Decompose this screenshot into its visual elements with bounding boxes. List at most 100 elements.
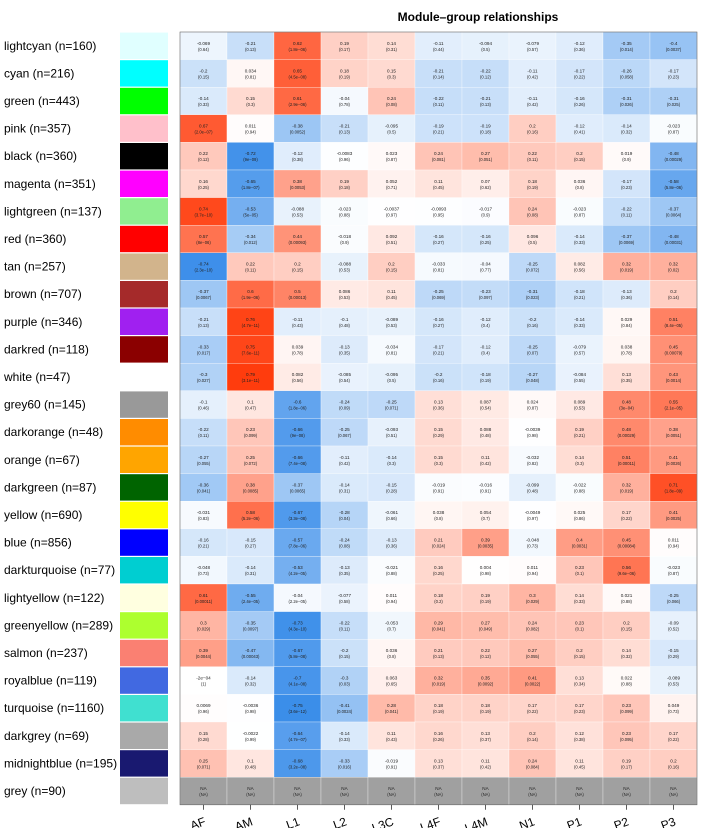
- cell-correlation-label: -0.11: [292, 317, 303, 322]
- cell-pvalue-label: (0.8): [434, 516, 443, 521]
- cell-correlation-label: -0.16: [574, 96, 585, 101]
- heatmap-cell: [320, 611, 369, 640]
- cell-pvalue-label: (0.0092): [478, 682, 494, 687]
- cell-correlation-label: 0.27: [481, 151, 490, 156]
- cell-correlation-label: -0.1: [200, 400, 208, 405]
- cell-correlation-label: NA: [529, 786, 536, 791]
- cell-correlation-label: 0.025: [574, 510, 586, 515]
- heatmap-cell: [320, 335, 369, 364]
- cell-correlation-label: NA: [670, 786, 677, 791]
- heatmap-cell: [320, 639, 369, 667]
- cell-correlation-label: 0.034: [245, 68, 257, 73]
- cell-correlation-label: 0.43: [669, 372, 678, 377]
- heatmap-cell: [179, 280, 228, 309]
- heatmap-cell: [367, 280, 416, 309]
- cell-pvalue-label: (0.048): [526, 378, 540, 383]
- row-label: darkgrey (n=69): [4, 729, 89, 743]
- heatmap-cell: [320, 749, 369, 778]
- heatmap-cell: [414, 445, 463, 474]
- heatmap-cell: [602, 694, 651, 723]
- heatmap-cell: [414, 307, 463, 336]
- cell-pvalue-label: (0.86): [574, 516, 586, 521]
- heatmap-cell: [414, 252, 463, 281]
- module-swatch: [120, 115, 168, 142]
- cell-correlation-label: 0.039: [292, 344, 304, 349]
- cell-pvalue-label: (5.2e−06): [241, 516, 260, 521]
- heatmap-cell: [555, 307, 604, 336]
- module-swatch: [120, 225, 168, 253]
- heatmap-cell: [414, 280, 463, 309]
- cell-pvalue-label: (0.87): [527, 406, 539, 411]
- row-label: darkturquoise (n=77): [4, 563, 115, 577]
- cell-correlation-label: 0.3: [200, 620, 207, 625]
- row-label: brown (n=707): [4, 287, 82, 301]
- cell-correlation-label: 0.17: [528, 703, 537, 708]
- heatmap-cell: [555, 694, 604, 723]
- cell-pvalue-label: (5.8e−06): [664, 185, 683, 190]
- heatmap-cells: -0.069(0.64)-0.21(0.13)0.62(1.8e−06)0.19…: [179, 31, 698, 805]
- column-label: L1: [284, 814, 302, 828]
- module-swatch: [120, 529, 168, 556]
- heatmap-cell: [367, 87, 416, 115]
- cell-pvalue-label: (0.9): [340, 240, 349, 245]
- cell-correlation-label: 0.41: [669, 510, 678, 515]
- heatmap-cell: [226, 87, 275, 115]
- heatmap-cell: [649, 445, 698, 474]
- heatmap-cell: [461, 721, 510, 750]
- cell-pvalue-label: (0.13): [480, 102, 492, 107]
- heatmap-cell: [508, 501, 557, 529]
- cell-pvalue-label: (0.097): [479, 295, 493, 300]
- cell-correlation-label: -0.11: [339, 455, 350, 460]
- heatmap-cell: [461, 87, 510, 115]
- heatmap-cell: [414, 363, 463, 391]
- heatmap-cell: [367, 169, 416, 198]
- heatmap-cell: [649, 197, 698, 226]
- cell-correlation-label: NA: [388, 786, 395, 791]
- cell-pvalue-label: (0.071): [385, 406, 399, 411]
- cell-correlation-label: -0.66: [292, 455, 303, 460]
- heatmap-cell: [508, 777, 557, 805]
- heatmap-cell: [179, 114, 228, 143]
- cell-correlation-label: 0.14: [575, 593, 584, 598]
- cell-pvalue-label: (0.3): [434, 461, 443, 466]
- cell-pvalue-label: (0.5): [528, 240, 537, 245]
- cell-correlation-label: 0.6: [247, 289, 254, 294]
- cell-correlation-label: 0.38: [669, 427, 678, 432]
- module-swatch: [120, 281, 168, 308]
- cell-pvalue-label: (0.54): [480, 406, 492, 411]
- cell-correlation-label: 0.038: [621, 344, 633, 349]
- cell-pvalue-label: (0.88): [339, 212, 351, 217]
- cell-correlation-label: -0.25: [527, 262, 538, 267]
- heatmap-cell: [461, 694, 510, 723]
- cell-pvalue-label: (0.00013): [289, 295, 308, 300]
- row-label: purple (n=346): [4, 315, 82, 329]
- cell-correlation-label: 0.57: [199, 234, 208, 239]
- heatmap-cell: [414, 777, 463, 805]
- cell-pvalue-label: (0.072): [244, 461, 258, 466]
- cell-correlation-label: -0.017: [479, 206, 492, 211]
- cell-correlation-label: 0.13: [622, 372, 631, 377]
- cell-pvalue-label: (0.65): [386, 682, 398, 687]
- cell-correlation-label: 0.65: [293, 68, 302, 73]
- row-label: black (n=360): [4, 149, 77, 163]
- cell-correlation-label: 0.14: [575, 455, 584, 460]
- cell-pvalue-label: (0.48): [339, 323, 351, 328]
- cell-pvalue-label: (0.42): [339, 461, 351, 466]
- cell-pvalue-label: (0.08): [386, 102, 398, 107]
- cell-correlation-label: -0.023: [338, 206, 351, 211]
- cell-pvalue-label: (0.019): [620, 268, 634, 273]
- cell-correlation-label: 0.21: [434, 648, 443, 653]
- chart-title: Module–group relationships: [398, 10, 559, 24]
- cell-correlation-label: -0.3: [341, 676, 349, 681]
- heatmap-cell: [555, 611, 604, 640]
- cell-pvalue-label: (0.26): [574, 102, 586, 107]
- cell-pvalue-label: (0.0097): [243, 626, 259, 631]
- cell-pvalue-label: (8e−06): [196, 240, 211, 245]
- cell-correlation-label: -0.13: [386, 538, 397, 543]
- heatmap-cell: [320, 142, 369, 171]
- row-label: darkorange (n=48): [4, 425, 103, 439]
- heatmap-cell: [508, 666, 557, 695]
- cell-pvalue-label: (0.31): [339, 488, 351, 493]
- cell-correlation-label: -0.12: [480, 317, 491, 322]
- heatmap-cell: [602, 556, 651, 585]
